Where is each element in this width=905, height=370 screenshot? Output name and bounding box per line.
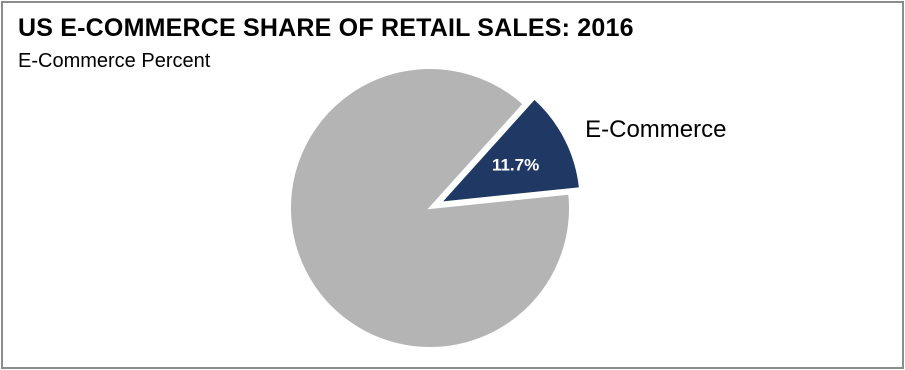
pie-slice-value-label: 11.7% — [492, 156, 539, 175]
chart-title: US E-COMMERCE SHARE OF RETAIL SALES: 201… — [18, 14, 634, 42]
chart-subtitle: E-Commerce Percent — [18, 50, 211, 72]
pie-slice-other — [289, 67, 571, 349]
pie-slice-e-commerce — [438, 97, 582, 204]
pie-slice-name-label: E-Commerce — [585, 116, 726, 143]
